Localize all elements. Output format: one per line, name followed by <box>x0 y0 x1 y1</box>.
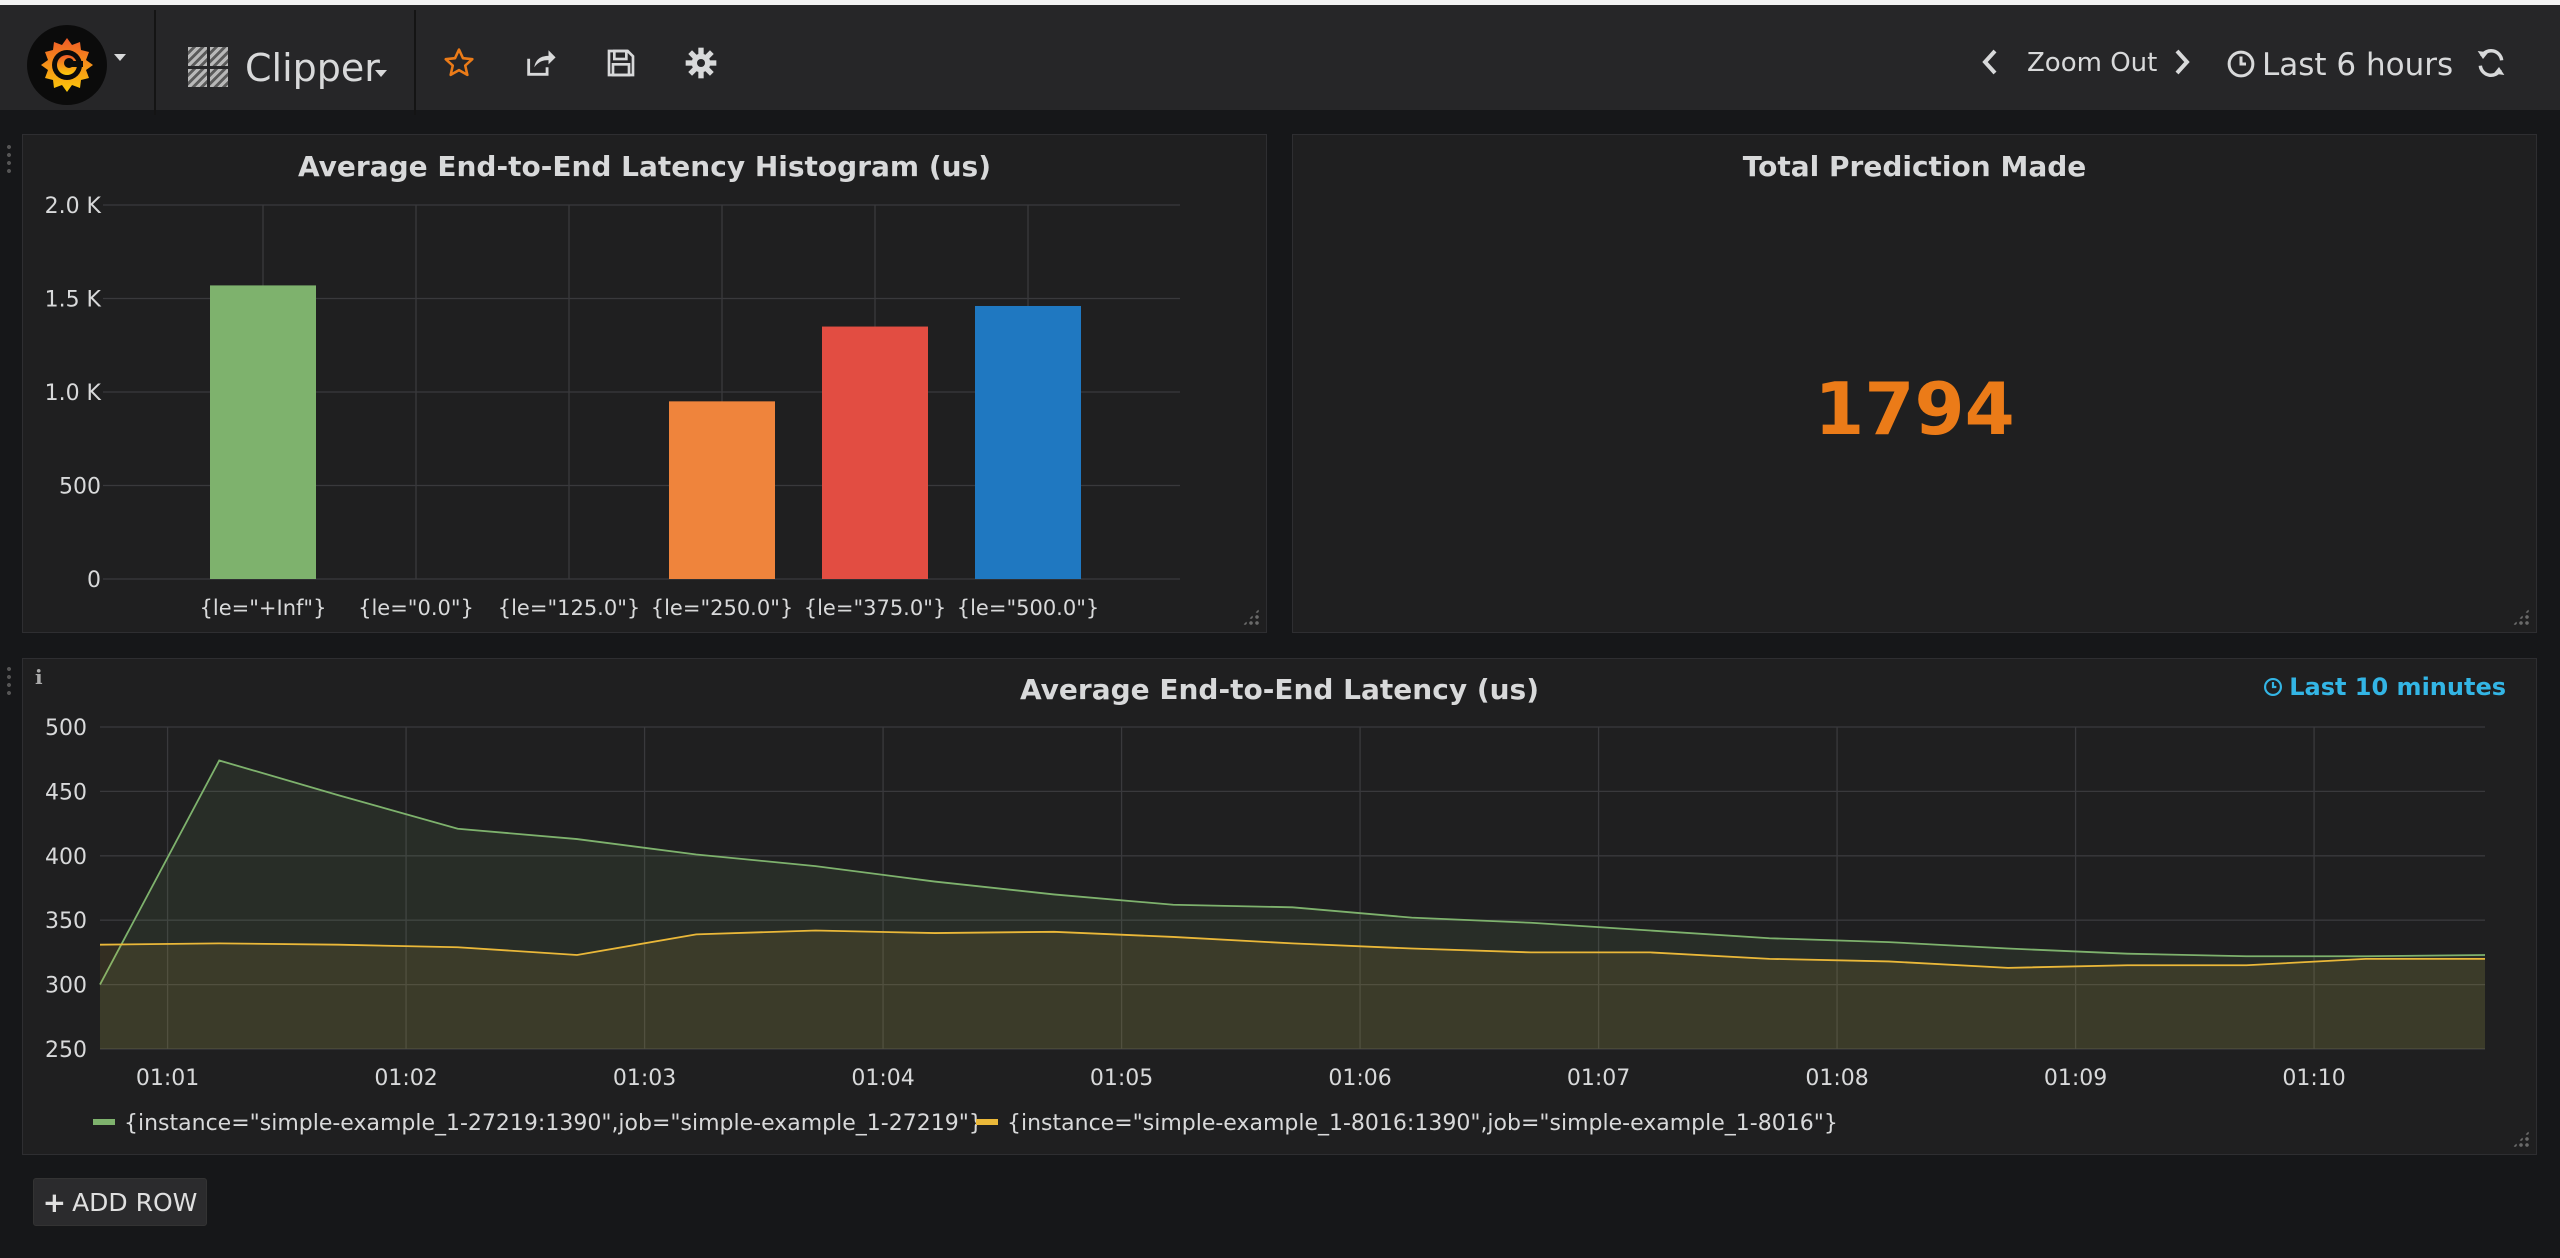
x-tick-label: 01:04 <box>851 1066 914 1091</box>
y-tick-label: 450 <box>45 780 87 805</box>
stat-value: 1794 <box>1814 367 2015 451</box>
panel-title[interactable]: Average End-to-End Latency (us) <box>1019 673 1540 706</box>
y-tick-label: 400 <box>45 845 87 870</box>
histogram-panel: Average End-to-End Latency Histogram (us… <box>22 134 1267 633</box>
x-tick-label: {le="125.0"} <box>498 596 641 620</box>
x-tick-label: {le="+Inf"} <box>200 596 327 620</box>
x-tick-label: 01:03 <box>613 1066 676 1091</box>
grafana-menu-button[interactable] <box>0 10 156 115</box>
latency-line-chart: 250 300 350 400 450 500 01:01 01:02 01:03 01:04 01… <box>45 716 2486 1136</box>
time-range-picker[interactable]: Last 6 hours <box>2262 47 2454 83</box>
histogram-bar <box>669 401 775 579</box>
legend-label[interactable]: {instance="simple-example_1-27219:1390",… <box>124 1111 983 1136</box>
x-tick-label: 01:01 <box>136 1066 199 1091</box>
legend-label[interactable]: {instance="simple-example_1-8016:1390",j… <box>1007 1111 1838 1136</box>
share-icon[interactable] <box>522 45 558 81</box>
y-tick-label: 250 <box>45 1038 87 1063</box>
add-row-label: ADD ROW <box>72 1187 198 1217</box>
row-drag-handle[interactable] <box>5 143 13 175</box>
row-drag-handle[interactable] <box>5 665 13 697</box>
chevron-right-icon[interactable] <box>2169 48 2193 76</box>
x-tick-label: {le="250.0"} <box>651 596 794 620</box>
y-tick-label: 0 <box>87 568 101 593</box>
clock-icon <box>2264 678 2283 696</box>
latency-graph-panel: i Average End-to-End Latency (us) Last 1… <box>22 658 2537 1155</box>
y-tick-label: 300 <box>45 974 87 999</box>
x-tick-label: 01:08 <box>1805 1066 1868 1091</box>
series-line <box>99 759 2486 986</box>
dashboard-grid-icon <box>188 47 228 87</box>
y-tick-label: 350 <box>45 909 87 934</box>
top-navbar: Clipper Zoom Out Last 6 hours <box>0 0 2560 115</box>
x-tick-label: 01:02 <box>374 1066 437 1091</box>
y-tick-label: 500 <box>59 475 101 500</box>
series-area <box>100 760 2485 1049</box>
time-override-label: Last 10 minutes <box>2289 673 2506 701</box>
x-tick-label: 01:09 <box>2044 1066 2107 1091</box>
save-icon[interactable] <box>603 45 639 81</box>
add-row-button[interactable]: + ADD ROW <box>33 1178 207 1226</box>
x-tick-label: {le="0.0"} <box>358 596 474 620</box>
singlestat-panel: Total Prediction Made 1794 <box>1292 134 2537 633</box>
grafana-logo-icon <box>27 25 107 105</box>
clock-icon <box>2224 46 2258 82</box>
x-tick-label: {le="375.0"} <box>804 596 947 620</box>
histogram-bar <box>822 326 928 579</box>
zoom-out-button[interactable]: Zoom Out <box>2027 48 2158 78</box>
gear-icon[interactable] <box>683 45 719 81</box>
dashboard-picker-button[interactable]: Clipper <box>156 10 416 115</box>
chevron-left-icon[interactable] <box>1979 48 2003 76</box>
y-tick-label: 500 <box>45 716 87 741</box>
x-tick-label: {le="500.0"} <box>957 596 1100 620</box>
x-tick-label: 01:05 <box>1090 1066 1153 1091</box>
refresh-icon[interactable] <box>2473 45 2509 81</box>
histogram-chart: 0 500 1.0 K 1.5 K 2.0 K {le="+Inf"} {le="0.0"}… <box>45 194 1180 620</box>
panel-resize-handle[interactable] <box>2512 608 2530 626</box>
time-override-badge: Last 10 minutes <box>2263 673 2506 701</box>
info-icon[interactable]: i <box>35 665 43 689</box>
series-line <box>99 929 2485 969</box>
histogram-bar <box>210 285 316 579</box>
chevron-down-icon <box>114 54 126 61</box>
dashboard-title: Clipper <box>245 46 380 90</box>
panel-title[interactable]: Average End-to-End Latency Histogram (us… <box>297 150 992 183</box>
chevron-down-icon <box>375 70 387 77</box>
series-area <box>100 930 2485 1049</box>
legend-swatch <box>976 1119 998 1125</box>
y-tick-label: 1.0 K <box>45 381 102 406</box>
x-tick-label: 01:06 <box>1328 1066 1391 1091</box>
y-tick-label: 1.5 K <box>45 288 102 313</box>
panel-title[interactable]: Total Prediction Made <box>1742 150 2087 183</box>
plus-icon: + <box>42 1185 67 1219</box>
legend-swatch <box>93 1119 115 1125</box>
y-tick-label: 2.0 K <box>45 194 102 219</box>
histogram-bar <box>975 305 1081 579</box>
x-tick-label: 01:10 <box>2282 1066 2345 1091</box>
star-icon[interactable] <box>441 45 477 81</box>
x-tick-label: 01:07 <box>1567 1066 1630 1091</box>
